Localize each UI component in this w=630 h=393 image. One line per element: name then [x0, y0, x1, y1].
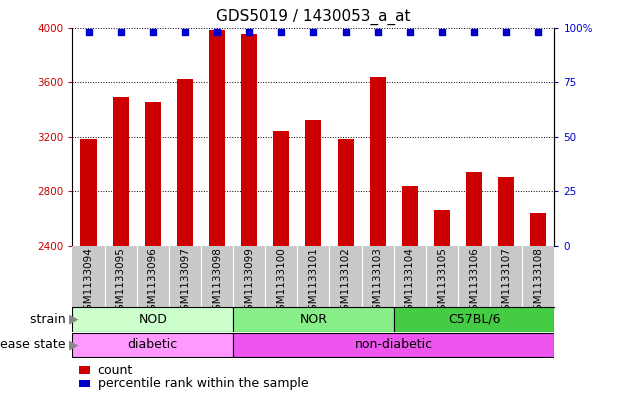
Text: GSM1133096: GSM1133096	[148, 248, 158, 317]
Point	[83, 29, 94, 35]
Text: GSM1133095: GSM1133095	[116, 248, 125, 317]
Text: C57BL/6: C57BL/6	[448, 313, 500, 326]
Text: GSM1133107: GSM1133107	[501, 248, 511, 317]
Text: strain: strain	[30, 313, 69, 326]
Bar	[530, 213, 546, 246]
Bar	[72, 332, 233, 357]
Title: GDS5019 / 1430053_a_at: GDS5019 / 1430053_a_at	[216, 9, 411, 25]
Text: diabetic: diabetic	[128, 338, 178, 351]
Text: percentile rank within the sample: percentile rank within the sample	[98, 376, 308, 389]
Bar	[241, 34, 257, 246]
Text: GSM1133105: GSM1133105	[437, 248, 447, 317]
Bar	[209, 30, 225, 246]
Point	[437, 29, 447, 35]
Text: GSM1133097: GSM1133097	[180, 248, 190, 317]
Point	[501, 29, 511, 35]
Text: NOR: NOR	[299, 313, 328, 326]
Text: GSM1133098: GSM1133098	[212, 248, 222, 317]
Text: GSM1133108: GSM1133108	[534, 248, 543, 317]
Point	[308, 29, 318, 35]
Text: GSM1133106: GSM1133106	[469, 248, 479, 317]
Text: GSM1133099: GSM1133099	[244, 248, 254, 317]
Bar	[145, 103, 161, 246]
Bar	[402, 185, 418, 246]
Bar	[273, 131, 289, 246]
Text: GSM1133103: GSM1133103	[373, 248, 382, 317]
Text: disease state: disease state	[0, 338, 69, 351]
Point	[469, 29, 479, 35]
Text: GSM1133102: GSM1133102	[341, 248, 350, 317]
Point	[404, 29, 415, 35]
Bar	[434, 210, 450, 246]
Bar	[81, 139, 96, 246]
Text: count: count	[98, 364, 133, 376]
Bar	[72, 307, 233, 332]
Point	[372, 29, 382, 35]
Bar	[466, 172, 482, 246]
Point	[116, 29, 126, 35]
Point	[212, 29, 222, 35]
Bar	[306, 120, 321, 246]
Bar	[394, 307, 554, 332]
Bar	[498, 178, 514, 246]
Bar	[338, 139, 353, 246]
Point	[244, 29, 254, 35]
Point	[533, 29, 543, 35]
Text: ▶: ▶	[69, 313, 79, 326]
Point	[147, 29, 158, 35]
Text: GSM1133094: GSM1133094	[84, 248, 93, 317]
Text: GSM1133101: GSM1133101	[309, 248, 318, 317]
Text: ▶: ▶	[69, 338, 79, 351]
Point	[180, 29, 190, 35]
Text: GSM1133104: GSM1133104	[405, 248, 415, 317]
Point	[340, 29, 350, 35]
Bar	[233, 307, 394, 332]
Text: NOD: NOD	[139, 313, 167, 326]
Bar	[113, 97, 129, 246]
Point	[276, 29, 286, 35]
Text: non-diabetic: non-diabetic	[355, 338, 433, 351]
Bar	[370, 77, 386, 246]
Bar	[233, 332, 554, 357]
Bar	[177, 79, 193, 246]
Text: GSM1133100: GSM1133100	[277, 248, 286, 317]
